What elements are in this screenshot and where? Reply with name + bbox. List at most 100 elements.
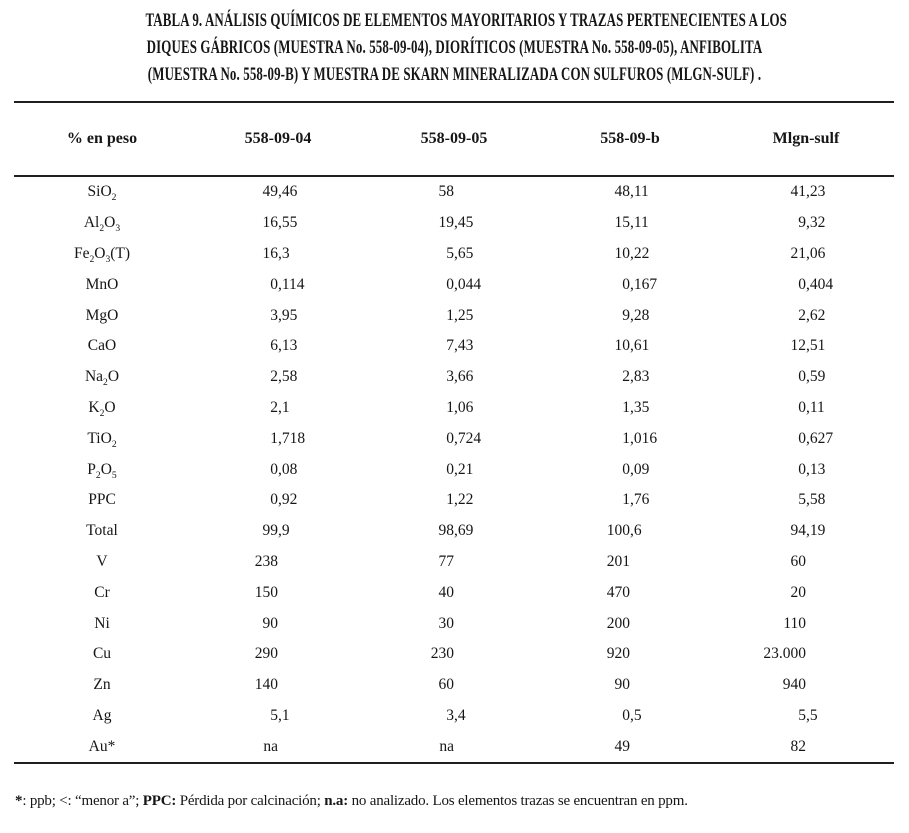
- value-decimal-part: ,76: [630, 491, 650, 509]
- value-decimal-part: [278, 553, 366, 571]
- element-label: MgO: [85, 306, 119, 324]
- table-row: Cu 290 230 920 23.000: [14, 639, 894, 670]
- horizontal-rule-top: [14, 101, 894, 103]
- value-cell: 1,22: [366, 491, 542, 509]
- element-label: Ni: [94, 614, 110, 632]
- value-integer-part: 290: [254, 645, 278, 663]
- value-integer-part: 5: [270, 706, 278, 724]
- value-integer-part: 920: [606, 645, 630, 663]
- table-title-line-1: TABLA 9. ANÁLISIS QUÍMICOS DE ELEMENTOS …: [145, 10, 787, 31]
- value-integer-part: 150: [254, 583, 278, 601]
- value-integer-part: 15: [614, 214, 631, 232]
- value-decimal-part: [630, 584, 718, 602]
- table-row: TiO2 1,718 0,724 1,016 0,627: [14, 423, 894, 454]
- horizontal-rule-header: [14, 175, 894, 177]
- table-row: SiO2 49,46 58 48,11 41,23: [14, 177, 894, 208]
- value-cell: 94,19: [718, 522, 894, 540]
- table-row: Au* na na 49 82: [14, 731, 894, 762]
- table-row: Al2O3 16,55 19,45 15,11 9,32: [14, 208, 894, 239]
- value-integer-part: 21: [790, 244, 807, 262]
- value-integer-part: 0: [446, 429, 454, 447]
- table-row: Zn 140 60 90 940: [14, 670, 894, 701]
- footnote-segment: : ppb; <: “menor a”;: [22, 793, 143, 809]
- value-integer-part: 3: [446, 368, 454, 386]
- value-cell: 470: [542, 584, 718, 602]
- value-integer-part: 77: [438, 552, 455, 570]
- value-integer-part: 98: [438, 522, 455, 540]
- value-integer-part: 940: [782, 676, 806, 694]
- value-decimal-part: [806, 645, 894, 663]
- value-decimal-part: ,167: [630, 275, 658, 293]
- value-decimal-part: [806, 738, 894, 756]
- value-decimal-part: [630, 615, 718, 633]
- value-cell: 0,13: [718, 461, 894, 479]
- value-cell: 40: [366, 584, 542, 602]
- value-integer-part: 0: [798, 460, 806, 478]
- value-integer-part: 7: [446, 337, 454, 355]
- table-row: Ni 90 30 200 110: [14, 608, 894, 639]
- value-cell: 0,044: [366, 276, 542, 294]
- column-header-sample-2: 558-09-05: [420, 130, 488, 147]
- value-decimal-part: ,61: [630, 337, 650, 355]
- column-header-element: % en peso: [66, 130, 138, 147]
- value-cell: 5,5: [718, 707, 894, 725]
- value-cell: na: [190, 738, 366, 756]
- value-decimal-part: ,724: [454, 429, 482, 447]
- value-integer-part: 41: [790, 183, 807, 201]
- value-decimal-part: ,22: [454, 491, 474, 509]
- table-body: SiO2 49,46 58 48,11 41,23 Al2O3 16,55 19,45 15,1…: [14, 177, 894, 762]
- value-integer-part: 9: [798, 214, 806, 232]
- value-integer-part: 201: [606, 552, 630, 570]
- value-integer-part: 0: [446, 275, 454, 293]
- footnote-segment: Pérdida por calcinación;: [176, 793, 325, 809]
- value-integer-part: 49: [262, 183, 279, 201]
- table-row: MnO 0,114 0,044 0,167 0,404: [14, 269, 894, 300]
- value-decimal-part: ,51: [806, 337, 826, 355]
- value-integer-part: 23.000: [763, 645, 806, 663]
- footnote-segment: no analizado. Los elementos trazas se en…: [348, 793, 688, 809]
- value-decimal-part: ,044: [454, 275, 482, 293]
- value-decimal-part: ,66: [454, 368, 474, 386]
- value-cell: 2,62: [718, 307, 894, 325]
- table-row: PPC 0,92 1,22 1,76 5,58: [14, 485, 894, 516]
- value-decimal-part: ,404: [806, 275, 834, 293]
- value-cell: 2,58: [190, 368, 366, 386]
- element-label: V: [96, 552, 108, 570]
- value-decimal-part: [454, 738, 542, 756]
- value-cell: 9,28: [542, 307, 718, 325]
- value-decimal-part: [454, 676, 542, 694]
- value-decimal-part: ,08: [278, 460, 298, 478]
- value-cell: 49: [542, 738, 718, 756]
- value-integer-part: 30: [438, 614, 455, 632]
- element-label: Al2O3: [83, 214, 121, 235]
- value-integer-part: 58: [438, 183, 455, 201]
- value-decimal-part: ,65: [454, 244, 474, 262]
- value-cell: 1,25: [366, 307, 542, 325]
- value-decimal-part: ,5: [806, 706, 818, 724]
- value-cell: 99,9: [190, 522, 366, 540]
- element-label: Fe2O3(T): [73, 244, 131, 266]
- value-integer-part: 20: [790, 583, 807, 601]
- value-cell: 6,13: [190, 337, 366, 355]
- value-decimal-part: ,9: [278, 522, 290, 540]
- value-cell: 110: [718, 615, 894, 633]
- table-title-line-3: (MUESTRA No. 558-09-B) Y MUESTRA DE SKAR…: [147, 64, 762, 85]
- value-integer-part: 2: [622, 368, 630, 386]
- value-integer-part: 1: [622, 429, 630, 447]
- value-integer-part: 470: [606, 583, 630, 601]
- element-label: SiO2: [87, 183, 117, 204]
- value-decimal-part: ,92: [278, 491, 298, 509]
- value-integer-part: 2: [270, 368, 278, 386]
- value-integer-part: 9: [622, 306, 630, 324]
- footnote-segment: n.a:: [324, 793, 349, 809]
- value-decimal-part: ,1: [278, 398, 290, 416]
- value-cell: 5,1: [190, 707, 366, 725]
- value-cell: 1,718: [190, 430, 366, 448]
- value-cell: 3,4: [366, 707, 542, 725]
- table-row: MgO 3,95 1,25 9,28 2,62: [14, 300, 894, 331]
- value-integer-part: 10: [614, 337, 631, 355]
- value-integer-part: 16: [262, 214, 279, 232]
- value-decimal-part: ,016: [630, 429, 658, 447]
- value-integer-part: 60: [790, 552, 807, 570]
- value-integer-part: 0: [270, 491, 278, 509]
